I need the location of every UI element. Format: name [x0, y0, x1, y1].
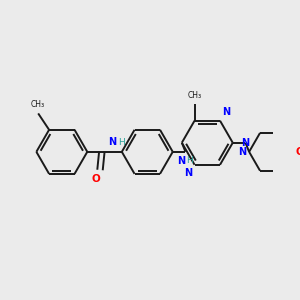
Text: N: N: [108, 137, 116, 147]
Text: H: H: [186, 156, 193, 165]
Text: N: N: [222, 107, 230, 117]
Text: CH₃: CH₃: [30, 100, 44, 109]
Text: N: N: [177, 156, 185, 167]
Text: N: N: [242, 138, 250, 148]
Text: N: N: [238, 147, 246, 157]
Text: CH₃: CH₃: [188, 91, 202, 100]
Text: H: H: [118, 138, 125, 147]
Text: O: O: [91, 174, 100, 184]
Text: N: N: [184, 168, 193, 178]
Text: O: O: [296, 147, 300, 157]
